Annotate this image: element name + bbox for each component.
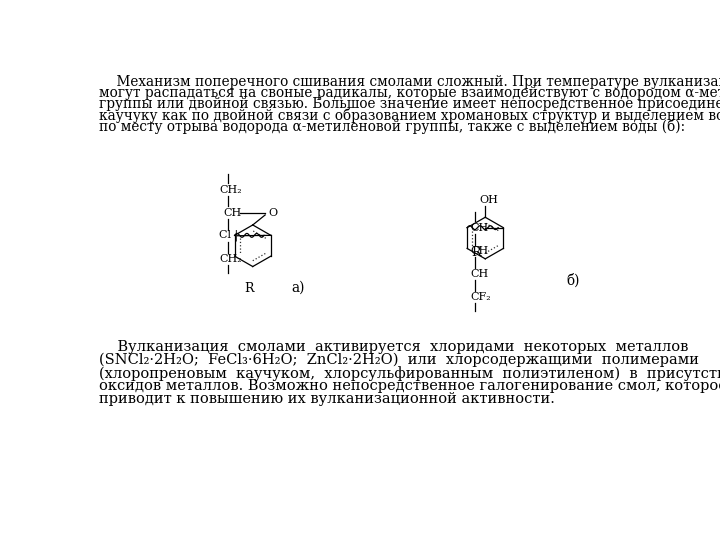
Text: приводит к повышению их вулканизационной активности.: приводит к повышению их вулканизационной… [99,392,555,406]
Text: (SNCl₂·2H₂O;  FeCl₃·6H₂O;  ZnCl₂·2H₂O)  или  хлорсодержащими  полимерами: (SNCl₂·2H₂O; FeCl₃·6H₂O; ZnCl₂·2H₂O) или… [99,353,699,367]
Text: CH: CH [471,269,489,279]
Text: группы или двойной связью. Большое значение имеет непосредственное присоединение: группы или двойной связью. Большое значе… [99,97,720,111]
Text: по месту отрыва водорода α-метиленовой группы, также с выделением воды (б):: по месту отрыва водорода α-метиленовой г… [99,119,685,134]
Text: б): б) [567,273,580,288]
Text: CH₂: CH₂ [220,185,242,194]
Text: R: R [472,246,481,259]
Text: CH₂: CH₂ [220,254,242,264]
Text: Вулканизация  смолами  активируется  хлоридами  некоторых  металлов: Вулканизация смолами активируется хлорид… [99,340,688,354]
Text: CF₂: CF₂ [471,292,492,302]
Text: R: R [244,281,253,295]
Text: O: O [269,208,277,218]
Text: CH: CH [471,222,489,233]
Text: Cl |: Cl | [220,230,238,241]
Text: OH: OH [479,195,498,205]
Text: (хлоропреновым  каучуком,  хлорсульфированным  полиэтиленом)  в  присутствии: (хлоропреновым каучуком, хлорсульфирован… [99,366,720,381]
Text: а): а) [292,281,305,295]
Text: CH: CH [471,246,489,256]
Text: каучуку как по двойной связи с образованием хромановых структур и выделением вод: каучуку как по двойной связи с образован… [99,109,720,123]
Text: Механизм поперечного сшивания смолами сложный. При температуре вулканизации смол: Механизм поперечного сшивания смолами сл… [99,75,720,89]
Text: CH—: CH— [223,208,253,218]
Text: оксидов металлов. Возможно непосредственное галогенирование смол, которое: оксидов металлов. Возможно непосредствен… [99,379,720,393]
Text: могут распадаться на своные радикалы, которые взаимодействуют с водородом α-мети: могут распадаться на своные радикалы, ко… [99,86,720,100]
